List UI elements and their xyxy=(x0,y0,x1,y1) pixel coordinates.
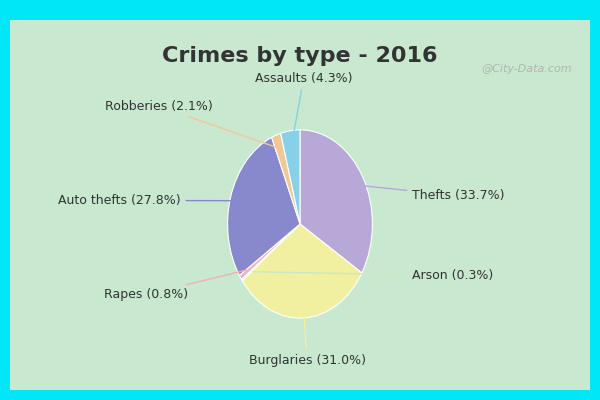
Text: Assaults (4.3%): Assaults (4.3%) xyxy=(255,72,352,142)
Wedge shape xyxy=(300,130,373,273)
Text: Arson (0.3%): Arson (0.3%) xyxy=(253,269,493,282)
Text: Crimes by type - 2016: Crimes by type - 2016 xyxy=(162,46,438,66)
Wedge shape xyxy=(281,130,300,224)
Wedge shape xyxy=(227,137,300,276)
Wedge shape xyxy=(242,224,362,318)
Text: Rapes (0.8%): Rapes (0.8%) xyxy=(104,270,247,301)
Wedge shape xyxy=(239,224,300,279)
Wedge shape xyxy=(241,224,300,281)
Text: Thefts (33.7%): Thefts (33.7%) xyxy=(356,185,505,202)
Text: Burglaries (31.0%): Burglaries (31.0%) xyxy=(249,307,366,367)
Text: Robberies (2.1%): Robberies (2.1%) xyxy=(106,100,277,148)
Text: @City-Data.com: @City-Data.com xyxy=(482,64,572,74)
Wedge shape xyxy=(272,133,300,224)
Text: Auto thefts (27.8%): Auto thefts (27.8%) xyxy=(58,194,238,207)
